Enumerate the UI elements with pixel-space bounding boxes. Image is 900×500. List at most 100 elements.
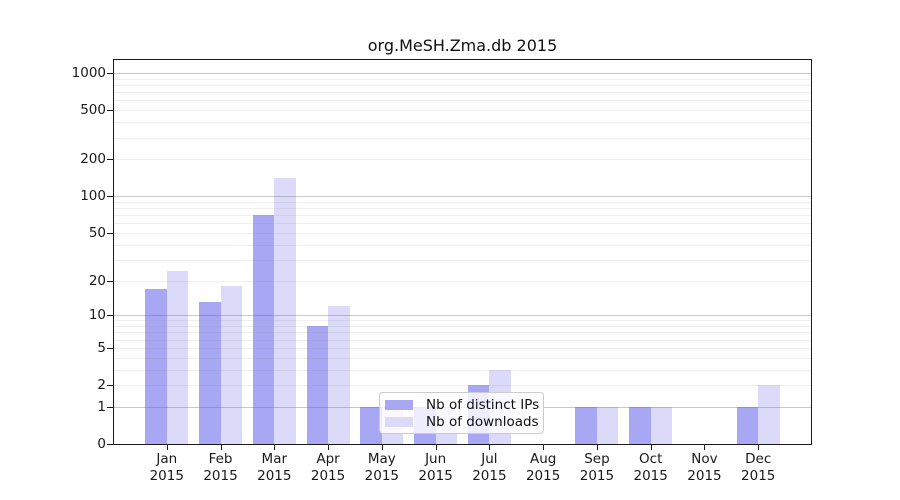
x-tick-year: 2015 xyxy=(579,468,615,484)
x-tick-label-sep-2015: Sep 2015 xyxy=(562,451,632,485)
bar-nb-of-downloads-dec-2015 xyxy=(758,385,780,444)
gridline-minor-20 xyxy=(114,280,811,282)
bar-nb-of-downloads-sep-2015 xyxy=(596,406,619,444)
gridline-minor-500 xyxy=(114,110,811,112)
x-tick-label-nov-2015: Nov 2015 xyxy=(669,451,739,485)
gridline-minor-30 xyxy=(114,259,811,261)
x-tick-year: 2015 xyxy=(203,468,238,484)
x-tick-month: Jun xyxy=(425,451,447,467)
y-tick-mark-500 xyxy=(107,110,113,112)
y-tick-mark-50 xyxy=(107,232,113,234)
y-tick-mark-5 xyxy=(107,347,113,349)
gridline-major-10 xyxy=(114,315,811,317)
x-tick-year: 2015 xyxy=(472,468,507,484)
x-tick-label-dec-2015: Dec 2015 xyxy=(723,451,793,485)
bar-nb-of-downloads-apr-2015 xyxy=(328,306,350,444)
x-tick-month: Mar xyxy=(261,451,288,467)
x-tick-mark-feb-2015 xyxy=(220,445,222,450)
gridline-minor-6 xyxy=(114,339,811,341)
x-tick-mark-may-2015 xyxy=(381,445,383,450)
bar-nb-of-downloads-mar-2015 xyxy=(274,178,296,444)
gridline-minor-700 xyxy=(114,92,811,94)
legend-item-downloads: Nb of downloads xyxy=(385,413,539,430)
gridline-minor-3 xyxy=(114,369,811,371)
x-tick-mark-mar-2015 xyxy=(274,445,276,450)
y-tick-mark-200 xyxy=(107,159,113,161)
x-tick-year: 2015 xyxy=(418,468,453,484)
chart-title: org.MeSH.Zma.db 2015 xyxy=(367,36,558,55)
x-tick-label-jun-2015: Jun 2015 xyxy=(401,451,471,485)
x-tick-mark-jan-2015 xyxy=(166,445,168,450)
gridline-minor-80 xyxy=(114,208,811,210)
y-tick-label-5: 5 xyxy=(97,339,106,356)
gridline-minor-40 xyxy=(114,244,811,246)
plot-area xyxy=(113,59,812,445)
y-tick-label-0: 0 xyxy=(97,436,106,452)
gridline-minor-60 xyxy=(114,223,811,225)
x-tick-month: May xyxy=(367,451,396,467)
legend-swatch-downloads-icon xyxy=(385,416,413,427)
x-tick-year: 2015 xyxy=(741,468,776,484)
bar-nb-of-downloads-jan-2015 xyxy=(166,271,189,444)
y-tick-mark-1 xyxy=(107,406,113,408)
y-tick-label-50: 50 xyxy=(88,224,106,241)
gridline-minor-5 xyxy=(114,347,811,349)
x-tick-month: Jul xyxy=(481,451,498,467)
x-tick-year: 2015 xyxy=(364,468,400,484)
y-tick-label-200: 200 xyxy=(80,151,106,168)
gridline-minor-90 xyxy=(114,201,811,203)
x-tick-mark-jul-2015 xyxy=(489,445,491,450)
y-tick-mark-1000 xyxy=(107,73,113,74)
x-tick-label-mar-2015: Mar 2015 xyxy=(239,451,309,485)
gridline-minor-70 xyxy=(114,215,811,217)
gridline-major-1000 xyxy=(114,73,811,74)
y-tick-label-10: 10 xyxy=(88,307,106,324)
gridline-minor-800 xyxy=(114,84,811,86)
bar-nb-of-distinct-ips-mar-2015 xyxy=(252,215,275,444)
y-tick-label-2: 2 xyxy=(97,377,106,393)
y-tick-mark-2 xyxy=(107,385,113,386)
gridline-minor-400 xyxy=(114,122,811,124)
x-tick-label-may-2015: May 2015 xyxy=(347,451,417,485)
legend: Nb of distinct IPs Nb of downloads xyxy=(379,392,544,434)
x-tick-year: 2015 xyxy=(257,468,292,484)
x-tick-mark-sep-2015 xyxy=(596,445,598,450)
x-tick-mark-dec-2015 xyxy=(758,445,760,450)
x-tick-mark-aug-2015 xyxy=(543,445,545,450)
x-tick-label-apr-2015: Apr 2015 xyxy=(293,451,363,485)
y-tick-label-20: 20 xyxy=(88,272,106,289)
legend-swatch-distinct-ips-icon xyxy=(385,399,413,410)
x-tick-month: Apr xyxy=(316,451,340,467)
x-tick-year: 2015 xyxy=(633,468,668,484)
x-tick-mark-nov-2015 xyxy=(704,445,706,450)
x-tick-label-jan-2015: Jan 2015 xyxy=(132,451,202,485)
legend-label-downloads: Nb of downloads xyxy=(426,413,539,430)
x-tick-month: Sep xyxy=(584,451,610,467)
x-tick-label-feb-2015: Feb 2015 xyxy=(186,451,256,485)
x-tick-year: 2015 xyxy=(310,468,346,484)
y-tick-mark-100 xyxy=(107,196,113,198)
gridline-minor-200 xyxy=(114,159,811,161)
legend-item-distinct-ips: Nb of distinct IPs xyxy=(385,397,539,413)
gridline-minor-50 xyxy=(114,232,811,234)
x-tick-label-oct-2015: Oct 2015 xyxy=(616,451,686,485)
x-tick-month: Dec xyxy=(745,451,772,467)
x-tick-month: Nov xyxy=(691,451,718,467)
bar-nb-of-distinct-ips-apr-2015 xyxy=(306,326,329,444)
x-tick-mark-apr-2015 xyxy=(328,445,330,450)
y-tick-label-1000: 1000 xyxy=(71,65,106,81)
x-tick-month: Oct xyxy=(639,451,663,467)
y-tick-mark-20 xyxy=(107,280,113,282)
gridline-minor-4 xyxy=(114,357,811,359)
gridline-minor-300 xyxy=(114,137,811,139)
x-tick-year: 2015 xyxy=(149,468,184,484)
x-tick-month: Feb xyxy=(208,451,233,467)
bar-nb-of-distinct-ips-feb-2015 xyxy=(199,302,221,444)
x-tick-month: Jan xyxy=(156,451,178,467)
bar-nb-of-downloads-oct-2015 xyxy=(650,406,673,444)
y-tick-label-100: 100 xyxy=(80,188,106,205)
gridline-minor-7 xyxy=(114,332,811,334)
x-tick-mark-oct-2015 xyxy=(650,445,652,450)
x-tick-month: Aug xyxy=(529,451,557,467)
y-tick-mark-10 xyxy=(107,315,113,317)
